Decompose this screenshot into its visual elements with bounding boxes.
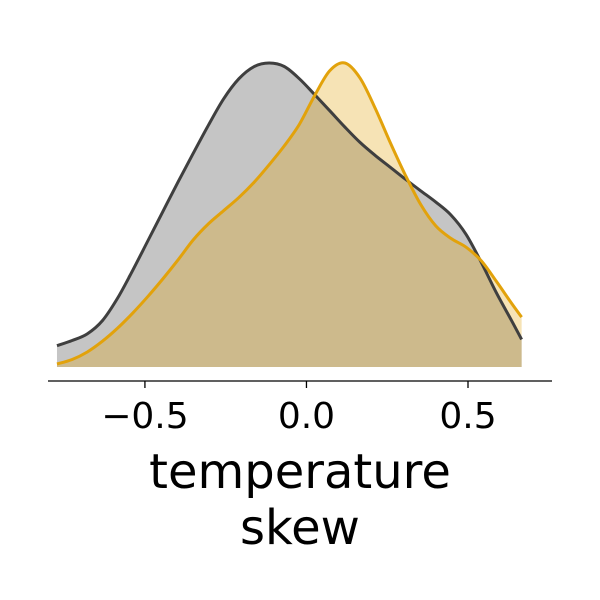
x-axis-title-line-2: skew [240, 500, 360, 556]
density-area-2 [56, 62, 522, 367]
density-line-1 [56, 61, 523, 348]
x-axis-title-line-1: temperature [149, 444, 451, 500]
density-area-1 [56, 62, 522, 368]
x-tick-label: 0.5 [439, 396, 496, 437]
x-axis-ticks: −0.5 0.0 0.5 [101, 381, 497, 437]
density-line-2 [56, 61, 523, 366]
x-tick-label: −0.5 [101, 396, 188, 437]
x-tick-label: 0.0 [278, 396, 335, 437]
density-series-layer [56, 61, 523, 368]
